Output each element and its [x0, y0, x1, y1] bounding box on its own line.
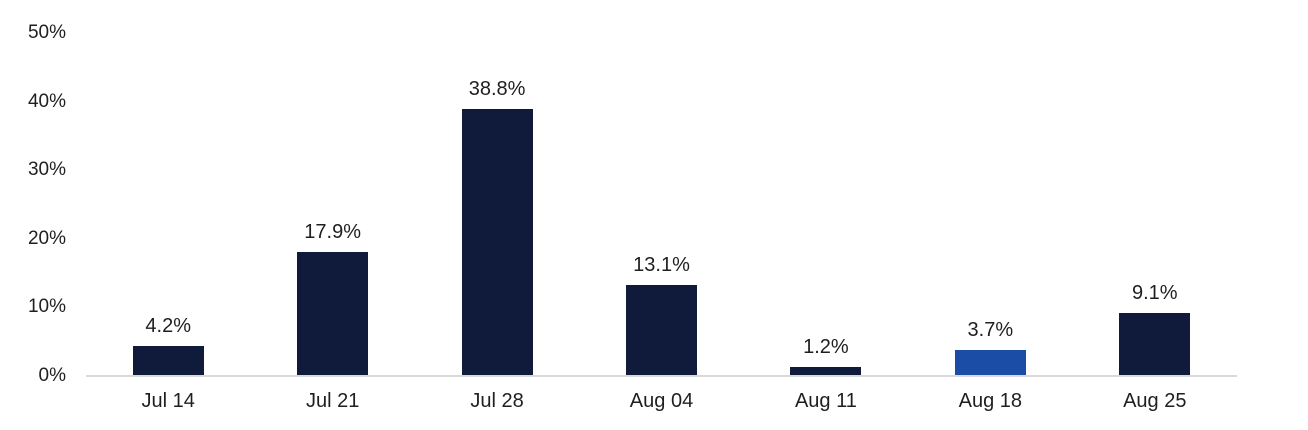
bar-value-label: 9.1%: [1131, 282, 1178, 304]
bar-value-label: 13.1%: [633, 254, 690, 276]
bar-aug-04: [626, 285, 697, 375]
bar-jul-28: [461, 109, 533, 375]
bar-value-label: 17.9%: [304, 221, 361, 243]
bar-value-label: 38.8%: [468, 78, 526, 100]
y-tick-label: 50%: [27, 22, 66, 43]
x-category-label: Aug 04: [629, 390, 694, 412]
bar-aug-25: [1119, 313, 1191, 375]
y-tick-label: 20%: [27, 227, 66, 249]
x-category-label: Jul 14: [141, 390, 195, 412]
y-tick-label: 40%: [27, 90, 66, 112]
bar-aug-18: [954, 350, 1026, 375]
x-category-label: Aug 25: [1123, 390, 1187, 412]
bar-jul-14: [132, 346, 204, 375]
bar-value-label: 1.2%: [803, 336, 849, 358]
bar-value-label: 4.2%: [145, 315, 191, 337]
bar-jul-21: [297, 252, 369, 375]
y-tick-label: 0%: [38, 365, 66, 386]
bar-value-label: 3.7%: [967, 319, 1014, 341]
x-category-label: Jul 21: [305, 390, 360, 412]
y-tick-label: 30%: [27, 159, 66, 181]
x-axis-line: [86, 375, 1237, 377]
bar-aug-11: [790, 367, 862, 375]
x-category-label: Aug 18: [958, 390, 1023, 412]
x-category-label: Aug 11: [794, 390, 857, 412]
y-tick-label: 10%: [27, 296, 66, 318]
x-category-label: Jul 28: [470, 390, 524, 412]
